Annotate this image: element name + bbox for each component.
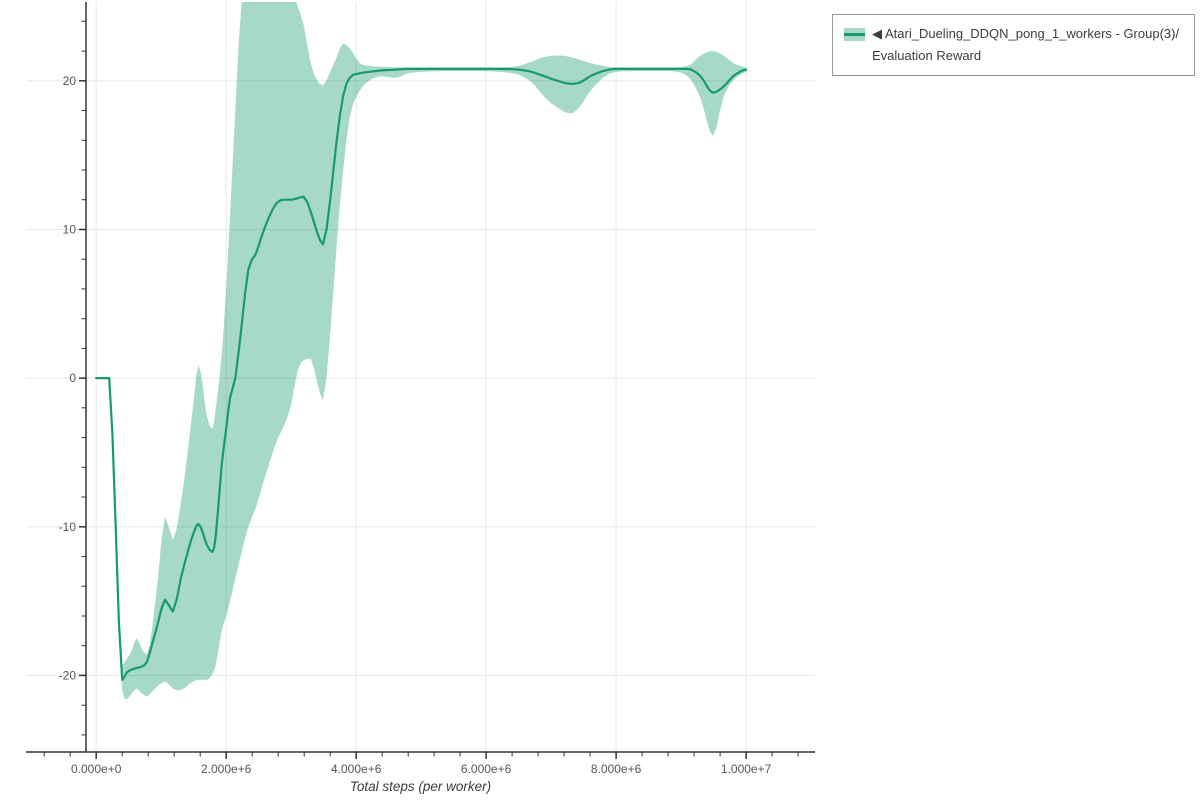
x-tick-label: 4.000e+6 bbox=[331, 762, 382, 776]
x-axis-title: Total steps (per worker) bbox=[350, 779, 491, 794]
legend-collapse-icon[interactable]: ◀ bbox=[872, 26, 882, 41]
y-axis: -20 -10 0 10 20 bbox=[59, 2, 87, 752]
legend-label: Atari_Dueling_DDQN_pong_1_workers - Grou… bbox=[872, 26, 1180, 63]
x-tick-label: 2.000e+6 bbox=[201, 762, 252, 776]
y-tick-label: -10 bbox=[59, 520, 77, 534]
x-tick-label: 8.000e+6 bbox=[591, 762, 642, 776]
legend-line-swatch bbox=[844, 33, 865, 36]
x-tick-label: 6.000e+6 bbox=[461, 762, 512, 776]
y-tick-label: 10 bbox=[63, 223, 77, 237]
x-tick-label: 0.000e+0 bbox=[71, 762, 122, 776]
grid-lines bbox=[26, 2, 815, 752]
legend-item-evaluation-reward[interactable]: ◀ Atari_Dueling_DDQN_pong_1_workers - Gro… bbox=[844, 23, 1183, 67]
y-tick-label: 0 bbox=[69, 371, 76, 385]
y-tick-label: -20 bbox=[59, 668, 77, 682]
legend-text: ◀ Atari_Dueling_DDQN_pong_1_workers - Gro… bbox=[872, 23, 1183, 67]
x-axis: 0.000e+0 2.000e+6 4.000e+6 6.000e+6 8.000e+6… bbox=[26, 751, 815, 794]
legend-band-swatch bbox=[844, 28, 865, 41]
legend-box: ◀ Atari_Dueling_DDQN_pong_1_workers - Gro… bbox=[832, 14, 1195, 76]
y-tick-label: 20 bbox=[63, 74, 77, 88]
x-tick-label: 1.000e+7 bbox=[721, 762, 772, 776]
mean-reward-line bbox=[95, 67, 748, 681]
confidence-band bbox=[96, 2, 747, 700]
